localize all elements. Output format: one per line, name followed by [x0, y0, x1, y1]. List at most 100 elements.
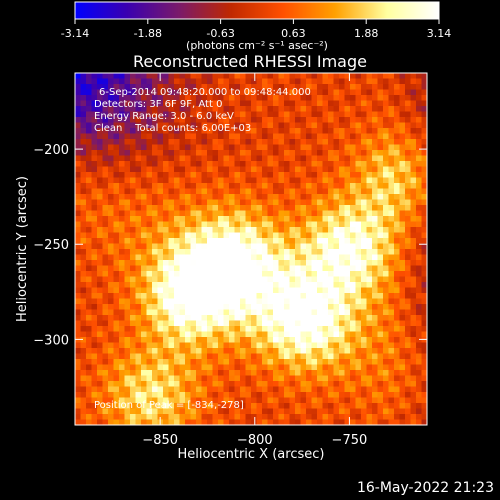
heatmap-cell: [207, 150, 214, 157]
heatmap-cell: [372, 78, 379, 85]
heatmap-cell: [383, 381, 390, 388]
heatmap-cell: [201, 304, 208, 311]
heatmap-cell: [163, 353, 170, 360]
heatmap-cell: [317, 348, 324, 355]
heatmap-cell: [245, 381, 252, 388]
heatmap-cell: [372, 315, 379, 322]
heatmap-cell: [135, 243, 142, 250]
heatmap-cell: [119, 232, 126, 239]
heatmap-cell: [333, 188, 340, 195]
heatmap-cell: [328, 166, 335, 173]
heatmap-cell: [295, 408, 302, 415]
heatmap-cell: [135, 89, 142, 96]
heatmap-cell: [179, 172, 186, 179]
heatmap-cell: [124, 293, 131, 300]
heatmap-cell: [240, 260, 247, 267]
heatmap-cell: [388, 249, 395, 256]
heatmap-cell: [256, 337, 263, 344]
heatmap-cell: [91, 309, 98, 316]
heatmap-cell: [152, 133, 159, 140]
heatmap-cell: [361, 128, 368, 135]
heatmap-cell: [405, 337, 412, 344]
heatmap-cell: [317, 155, 324, 162]
heatmap-cell: [245, 309, 252, 316]
heatmap-cell: [328, 370, 335, 377]
heatmap-cell: [372, 133, 379, 140]
heatmap-cell: [163, 370, 170, 377]
heatmap-cell: [383, 392, 390, 399]
heatmap-cell: [311, 95, 318, 102]
heatmap-cell: [416, 282, 423, 289]
heatmap-cell: [135, 106, 142, 113]
heatmap-cell: [212, 304, 219, 311]
heatmap-cell: [410, 150, 417, 157]
heatmap-cell: [306, 111, 313, 118]
heatmap-cell: [322, 144, 329, 151]
heatmap-cell: [141, 260, 148, 267]
heatmap-cell: [350, 381, 357, 388]
heatmap-cell: [179, 232, 186, 239]
heatmap-cell: [355, 326, 362, 333]
heatmap-cell: [196, 342, 203, 349]
heatmap-cell: [262, 183, 269, 190]
heatmap-cell: [289, 221, 296, 228]
heatmap-cell: [163, 282, 170, 289]
heatmap-cell: [289, 315, 296, 322]
heatmap-cell: [130, 95, 137, 102]
heatmap-cell: [267, 375, 274, 382]
heatmap-cell: [377, 293, 384, 300]
heatmap-cell: [339, 128, 346, 135]
heatmap-cell: [421, 166, 427, 173]
heatmap-cell: [179, 337, 186, 344]
heatmap-cell: [245, 122, 252, 129]
heatmap-cell: [366, 95, 373, 102]
heatmap-cell: [240, 111, 247, 118]
heatmap-cell: [174, 249, 181, 256]
heatmap-cell: [201, 403, 208, 410]
heatmap-cell: [80, 260, 87, 267]
heatmap-cell: [361, 205, 368, 212]
heatmap-cell: [399, 172, 406, 179]
heatmap-cell: [80, 375, 87, 382]
heatmap-cell: [421, 304, 427, 311]
heatmap-cell: [80, 309, 87, 316]
heatmap-cell: [289, 205, 296, 212]
heatmap-cell: [168, 315, 175, 322]
heatmap-cell: [207, 408, 214, 415]
heatmap-cell: [306, 293, 313, 300]
heatmap-cell: [223, 183, 230, 190]
heatmap-cell: [399, 221, 406, 228]
heatmap-cell: [163, 403, 170, 410]
heatmap-cell: [361, 177, 368, 184]
heatmap-cell: [179, 315, 186, 322]
heatmap-cell: [234, 232, 241, 239]
heatmap-cell: [388, 348, 395, 355]
heatmap-cell: [229, 227, 236, 234]
heatmap-cell: [394, 265, 401, 272]
heatmap-cell: [91, 287, 98, 294]
heatmap-cell: [328, 254, 335, 261]
heatmap-cell: [190, 161, 197, 168]
heatmap-cell: [130, 249, 137, 256]
heatmap-cell: [421, 320, 427, 327]
heatmap-cell: [163, 304, 170, 311]
heatmap-cell: [234, 348, 241, 355]
heatmap-cell: [97, 78, 104, 85]
heatmap-cell: [196, 375, 203, 382]
heatmap-cell: [91, 419, 98, 425]
heatmap-cell: [262, 111, 269, 118]
heatmap-cell: [91, 326, 98, 333]
heatmap-cell: [377, 397, 384, 404]
heatmap-cell: [152, 227, 159, 234]
heatmap-cell: [234, 298, 241, 305]
heatmap-cell: [146, 89, 153, 96]
heatmap-cell: [399, 271, 406, 278]
heatmap-cell: [179, 216, 186, 223]
heatmap-cell: [262, 397, 269, 404]
heatmap-cell: [218, 106, 225, 113]
heatmap-cell: [135, 139, 142, 146]
heatmap-cell: [366, 216, 373, 223]
heatmap-cell: [86, 243, 93, 250]
heatmap-cell: [350, 144, 357, 151]
heatmap-cell: [256, 287, 263, 294]
